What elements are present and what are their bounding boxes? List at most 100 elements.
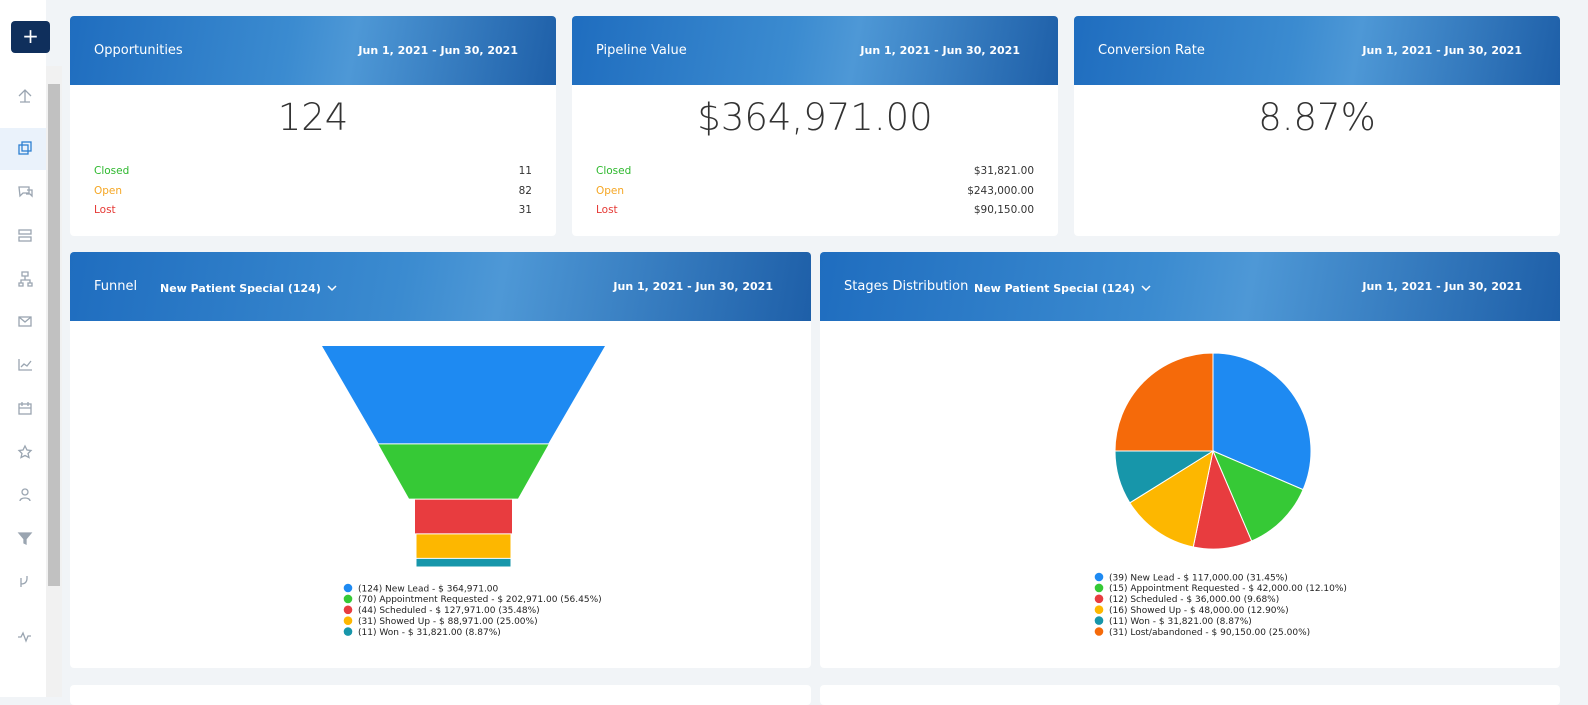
row-label: Lost [596, 204, 618, 216]
nav-icon[interactable] [18, 271, 33, 287]
row-value: $31,821.00 [973, 165, 1034, 177]
chart: (39) New Lead - $ 117,000.00 (31.45%)(15… [1094, 352, 1347, 638]
add-button[interactable]: + [11, 21, 50, 53]
nav-icon[interactable] [18, 359, 32, 371]
scrollbar-thumb[interactable] [48, 84, 60, 586]
legend-label: (44) Scheduled - $ 127,971.00 (35.48%) [358, 606, 540, 616]
legend-label: (31) Lost/abandoned - $ 90,150.00 (25.00… [1109, 628, 1310, 638]
chevron [1141, 285, 1151, 292]
nav-icon[interactable] [18, 229, 32, 235]
row-label: Open [596, 184, 625, 197]
sidebar: + [0, 0, 50, 697]
row-value: 11 [518, 165, 532, 177]
card-header: Conversion Rate Jun 1, 2021 - Jun 30, 202… [1074, 16, 1560, 85]
stat-card: Pipeline Value Jun 1, 2021 - Jun 30, 2021… [572, 16, 1058, 236]
nav-icon[interactable] [21, 141, 32, 152]
legend-marker [343, 594, 353, 604]
legend-marker [1094, 583, 1104, 593]
legend-label: (11) Won - $ 31,821.00 (8.87%) [358, 628, 501, 638]
row-value: $90,150.00 [973, 204, 1034, 216]
card-header: Opportunities Jun 1, 2021 - Jun 30, 2021 [70, 16, 556, 85]
panel-header: Funnel New Patient Special (124) Jun 1, 20… [70, 252, 811, 321]
legend-marker [343, 627, 353, 636]
legend-marker [343, 605, 353, 615]
nav-icon[interactable] [18, 631, 31, 643]
funnel-segment [378, 444, 549, 499]
pie-slice [1212, 450, 1304, 542]
legend-label: (124) New Lead - $ 364,971.00 [358, 584, 499, 594]
stat-card: Opportunities Jun 1, 2021 - Jun 30, 2021 1… [70, 16, 556, 236]
card-title: Pipeline Value [596, 43, 687, 58]
filter-label: New Patient Special (124) [160, 282, 321, 295]
nav-icon[interactable] [18, 316, 32, 323]
nav-icon[interactable] [18, 144, 29, 155]
chevron-path [1141, 285, 1151, 292]
legend-marker [1094, 605, 1104, 614]
date-range[interactable]: Jun 1, 2021 - Jun 30, 2021 [1362, 280, 1522, 293]
funnel-segment [322, 346, 605, 444]
nav-icon[interactable] [20, 576, 28, 587]
legend-label: (12) Scheduled - $ 36,000.00 (9.68%) [1109, 595, 1279, 605]
legend-label: (11) Won - $ 31,821.00 (8.87%) [1109, 617, 1252, 627]
filter-dropdown[interactable]: New Patient Special (124) [974, 282, 1153, 295]
row-label: Closed [596, 165, 632, 177]
stat-value: $364,971.00 [697, 96, 933, 139]
date-range[interactable]: Jun 1, 2021 - Jun 30, 2021 [613, 280, 773, 293]
nav-icon[interactable] [19, 497, 31, 502]
stat-value: 124 [277, 96, 349, 139]
row-value: $243,000.00 [967, 184, 1034, 197]
funnel-segment [416, 534, 511, 558]
chevron-path [327, 285, 337, 292]
chart-panel: Stages Distribution New Patient Special (… [820, 252, 1560, 668]
filter-dropdown[interactable]: New Patient Special (124) [160, 282, 339, 295]
nav-icon[interactable] [18, 186, 33, 198]
nav-icon[interactable] [21, 488, 29, 496]
funnel-segment [416, 558, 511, 567]
card-edge [820, 685, 1560, 705]
legend-label: (39) New Lead - $ 117,000.00 (31.45%) [1109, 573, 1288, 583]
legend-label: (16) Showed Up - $ 48,000.00 (12.90%) [1109, 606, 1289, 616]
legend-marker [343, 616, 353, 625]
legend-label: (15) Appointment Requested - $ 42,000.00… [1109, 584, 1347, 594]
nav-icon[interactable] [17, 532, 33, 546]
chart-panel: Funnel New Patient Special (124) Jun 1, 20… [70, 252, 811, 668]
card-header: Pipeline Value Jun 1, 2021 - Jun 30, 2021 [572, 16, 1058, 85]
pie-slice [1212, 352, 1312, 491]
row-value: 31 [518, 204, 532, 216]
chevron [327, 285, 337, 292]
nav-icons [17, 89, 33, 643]
nav-icon[interactable] [18, 403, 32, 415]
date-range[interactable]: Jun 1, 2021 - Jun 30, 2021 [358, 44, 518, 57]
nav-icon[interactable] [18, 316, 32, 327]
legend-marker [1094, 627, 1104, 636]
card-title: Opportunities [94, 43, 183, 58]
stat-card: Conversion Rate Jun 1, 2021 - Jun 30, 202… [1074, 16, 1560, 236]
card-edge [70, 685, 811, 705]
legend-label: (70) Appointment Requested - $ 202,971.0… [358, 595, 602, 605]
stat-value: 8.87% [1258, 96, 1376, 139]
panel-title: Funnel [94, 279, 138, 294]
row-label: Lost [94, 204, 116, 216]
legend-marker [1094, 594, 1104, 604]
row-label: Closed [94, 165, 130, 177]
pie-slice [1114, 352, 1214, 452]
date-range[interactable]: Jun 1, 2021 - Jun 30, 2021 [1362, 44, 1522, 57]
pie-slice [1129, 449, 1214, 548]
funnel-segment [415, 499, 512, 534]
legend-marker [343, 583, 353, 593]
legend-marker [1094, 572, 1104, 582]
row-label: Open [94, 184, 123, 197]
panel-title: Stages Distribution [844, 279, 969, 294]
nav-icon[interactable] [18, 89, 32, 103]
legend-marker [1094, 616, 1104, 625]
nav-icon[interactable] [18, 236, 32, 242]
date-range[interactable]: Jun 1, 2021 - Jun 30, 2021 [860, 44, 1020, 57]
chart: (124) New Lead - $ 364,971.00(70) Appoin… [322, 346, 605, 638]
nav-icon[interactable] [19, 402, 31, 409]
filter-label: New Patient Special (124) [974, 282, 1135, 295]
active-nav [0, 128, 46, 170]
panel-header: Stages Distribution New Patient Special (… [820, 252, 1560, 321]
nav-icon[interactable] [17, 444, 33, 459]
row-value: 82 [518, 184, 532, 197]
